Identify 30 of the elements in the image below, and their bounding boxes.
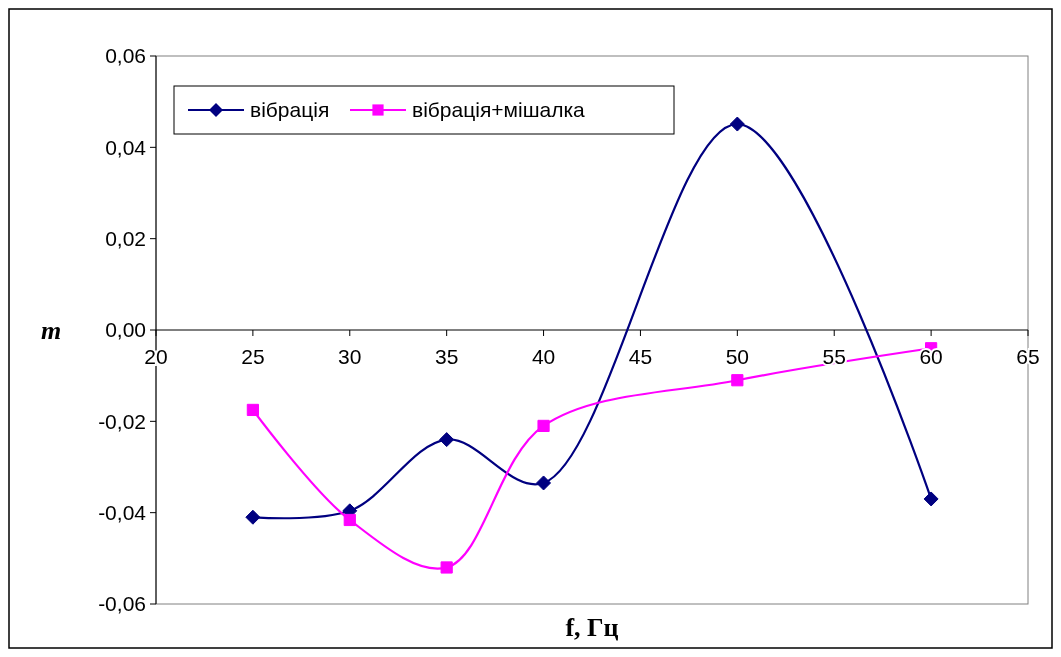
y-axis-title: m xyxy=(40,316,62,346)
x-tick-label: 45 xyxy=(628,345,653,368)
point xyxy=(246,403,259,417)
point xyxy=(343,513,356,527)
y-tick-label: 0,06 xyxy=(105,44,146,68)
x-axis-title: f, Гц xyxy=(565,613,619,642)
y-tick-label: 0,04 xyxy=(105,135,147,159)
y-tick-label: -0,02 xyxy=(98,409,146,433)
y-tick-label: -0,06 xyxy=(98,592,146,616)
legend-label: вібрація+мішалка xyxy=(412,98,586,122)
point xyxy=(439,432,455,448)
point xyxy=(536,475,552,491)
x-tick-label: 25 xyxy=(241,345,265,368)
x-tick-label: 30 xyxy=(338,345,362,368)
point xyxy=(440,561,453,574)
point xyxy=(731,374,744,387)
legend-label: вібрація xyxy=(250,98,330,122)
x-tick-label: 40 xyxy=(531,345,556,368)
x-tick-label: 65 xyxy=(1016,345,1040,368)
y-tick-label: 0,00 xyxy=(105,318,146,342)
point xyxy=(245,509,261,525)
point xyxy=(923,491,939,507)
point xyxy=(729,116,745,132)
point xyxy=(537,419,550,432)
y-tick-label: -0,04 xyxy=(98,501,147,525)
y-tick-label: 0,02 xyxy=(105,227,146,251)
x-tick-label: 50 xyxy=(725,345,750,368)
x-tick-label: 35 xyxy=(434,345,459,368)
x-tick-label: 60 xyxy=(919,345,943,368)
x-tick-label: 55 xyxy=(822,345,846,368)
